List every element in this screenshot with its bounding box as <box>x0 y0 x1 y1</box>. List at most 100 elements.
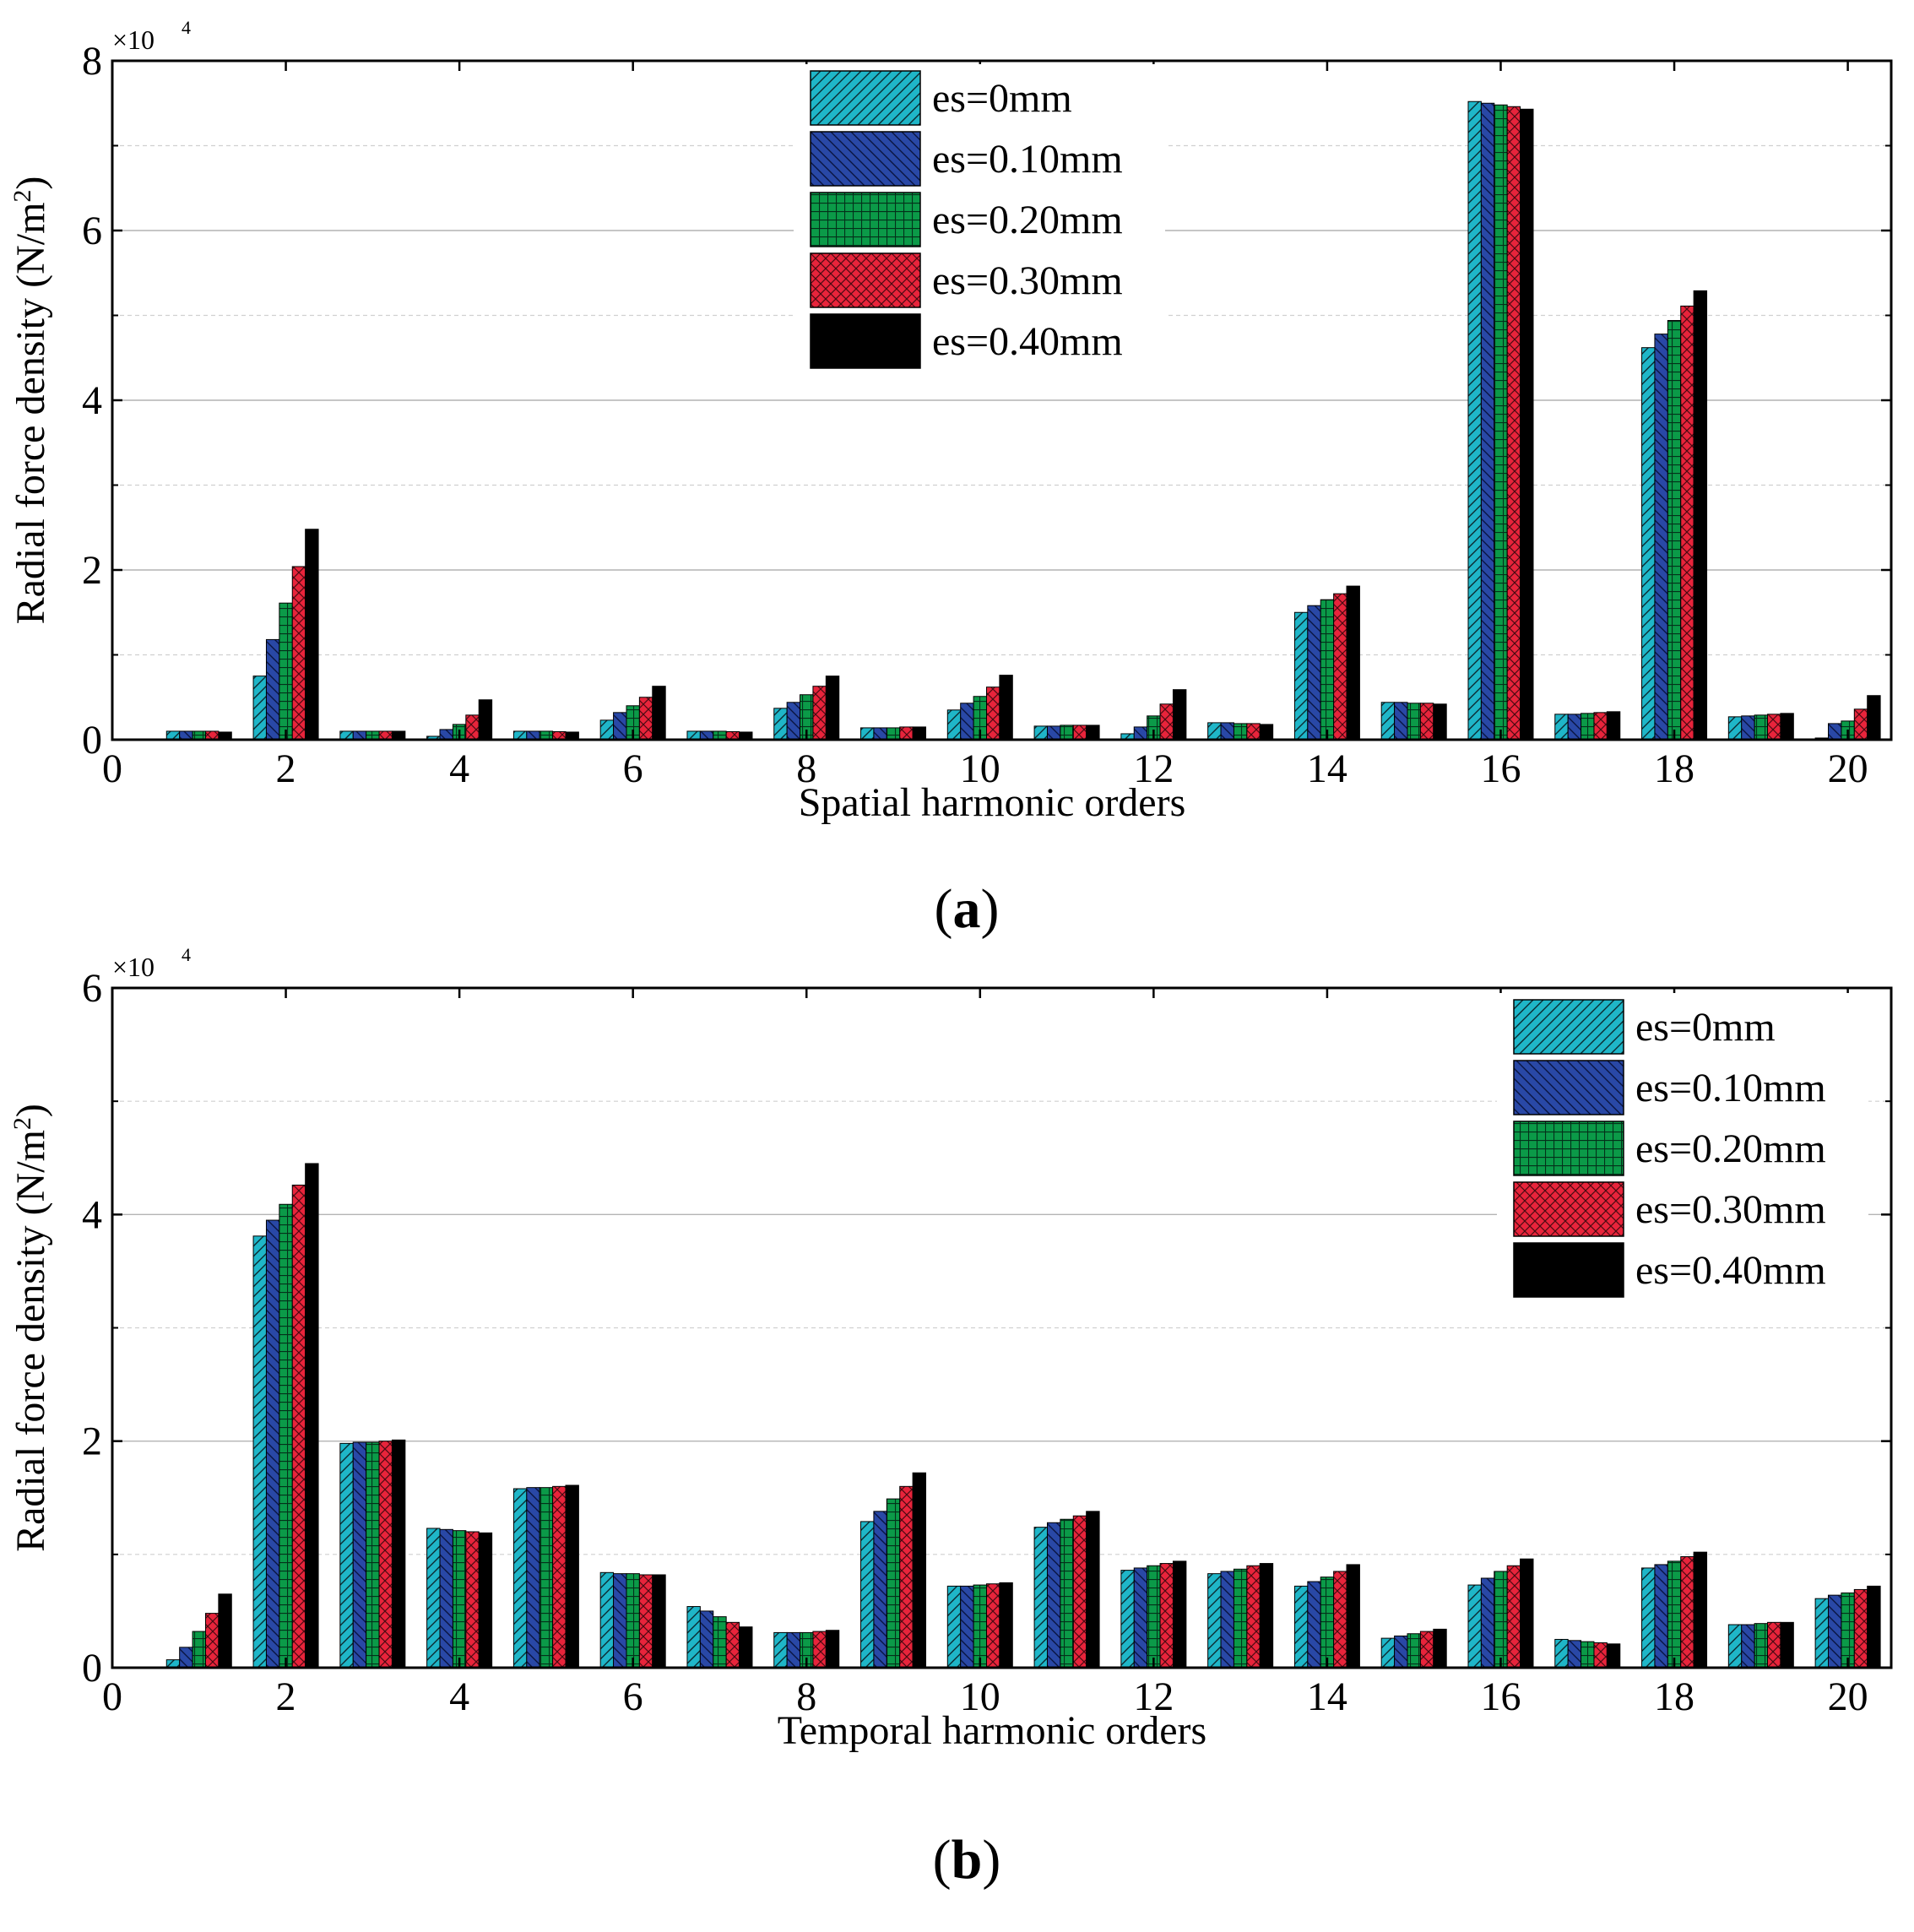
legend-label: es=0.30mm <box>932 258 1123 303</box>
bar-14-es=0.30mm <box>1333 593 1347 741</box>
bar-19-es=0.20mm <box>1754 1623 1769 1669</box>
bar-1-es=0.30mm <box>204 1613 220 1669</box>
bar-10-es=0.30mm <box>986 1583 1000 1669</box>
bar-3-es=0.20mm <box>366 1441 380 1669</box>
x-tick-label: 8 <box>796 1674 816 1719</box>
bar-14-es=0.40mm <box>1346 585 1360 741</box>
y-multiplier-exponent: 4 <box>182 944 191 965</box>
bar-3-es=0mm <box>339 730 354 741</box>
bar-15-es=0.20mm <box>1407 703 1421 741</box>
bar-1-es=0.20mm <box>192 1631 206 1669</box>
panel-label-close: ) <box>981 878 1000 940</box>
bar-15-es=0mm <box>1380 702 1396 741</box>
bar-10-es=0.30mm <box>986 687 1000 741</box>
x-tick-label: 18 <box>1654 746 1694 791</box>
axis-ticks: 0 2 4 6 8 10 12 14 16 18 20 0 2 4 6 8 <box>82 39 1891 791</box>
bar-13-es=0.10mm <box>1220 1571 1234 1669</box>
bar-15-es=0.30mm <box>1419 1631 1434 1669</box>
bar-7-es=0.20mm <box>713 1616 727 1669</box>
x-tick-label: 10 <box>960 1674 1000 1719</box>
bar-17-es=0.30mm <box>1593 1642 1608 1669</box>
bar-20-es=0.20mm <box>1841 1592 1855 1669</box>
x-axis-title: Temporal harmonic orders <box>778 1708 1206 1753</box>
bar-19-es=0.10mm <box>1741 1624 1755 1669</box>
bar-4-es=0.10mm <box>439 1528 453 1669</box>
bar-18-es=0mm <box>1641 347 1656 741</box>
bar-6-es=0.10mm <box>613 1573 627 1669</box>
bar-13-es=0.20mm <box>1233 1568 1248 1669</box>
bar-16-es=0.20mm <box>1494 1571 1508 1669</box>
bar-12-es=0.30mm <box>1159 703 1174 741</box>
bar-18-es=0mm <box>1641 1567 1656 1669</box>
bar-6-es=0.30mm <box>638 697 653 741</box>
bar-4-es=0.40mm <box>478 699 493 741</box>
bar-8-es=0.10mm <box>786 702 801 741</box>
bar-14-es=0.20mm <box>1320 1577 1335 1669</box>
bar-12-es=0.40mm <box>1172 1560 1187 1669</box>
legend-label: es=0.10mm <box>1635 1066 1826 1110</box>
legend-label: es=0mm <box>1635 1005 1776 1050</box>
bar-17-es=0mm <box>1554 714 1569 741</box>
bar-16-es=0mm <box>1467 100 1482 741</box>
chart-panel-a: 0 2 4 6 8 10 12 14 16 18 20 0 2 4 6 8 ×10 4 Radial forc… <box>8 17 1893 940</box>
panel-label-open: ( <box>935 878 953 940</box>
bar-13-es=0.30mm <box>1246 723 1261 741</box>
legend-swatch <box>1513 999 1624 1055</box>
bar-6-es=0mm <box>599 1571 615 1669</box>
bar-6-es=0mm <box>599 719 615 741</box>
x-tick-label: 2 <box>276 1674 296 1719</box>
legend-swatch <box>1513 1060 1624 1115</box>
bar-11-es=0.30mm <box>1072 724 1087 741</box>
bar-5-es=0.10mm <box>526 730 540 741</box>
bar-12-es=0.30mm <box>1159 1563 1174 1669</box>
x-tick-label: 14 <box>1307 1674 1347 1719</box>
bar-10-es=0mm <box>946 709 962 741</box>
bar-14-es=0.10mm <box>1307 605 1321 741</box>
bar-11-es=0mm <box>1033 1527 1048 1669</box>
legend: es=0mm es=0.10mm es=0.20mm es=0.30mm es=0.40… <box>794 64 1165 375</box>
bar-3-es=0.30mm <box>378 1441 393 1669</box>
bar-3-es=0mm <box>339 1442 354 1669</box>
bar-14-es=0.30mm <box>1333 1571 1347 1669</box>
bar-19-es=0.30mm <box>1767 1621 1781 1669</box>
bar-8-es=0.30mm <box>812 686 827 741</box>
legend-label: es=0mm <box>932 76 1072 121</box>
bar-4-es=0.20mm <box>452 1530 467 1669</box>
x-tick-label: 12 <box>1133 1674 1174 1719</box>
bar-1-es=0.20mm <box>192 730 206 741</box>
bar-16-es=0mm <box>1467 1584 1482 1669</box>
legend-swatch <box>1513 1181 1624 1237</box>
bar-9-es=0.30mm <box>899 726 914 741</box>
bar-6-es=0.20mm <box>626 1573 640 1669</box>
bar-9-es=0.10mm <box>873 727 887 741</box>
panel-label-a: (a) <box>935 878 1000 940</box>
bar-9-es=0mm <box>860 1521 875 1669</box>
bar-19-es=0mm <box>1727 1624 1743 1669</box>
x-tick-label: 16 <box>1480 1674 1521 1719</box>
y-tick-label: 8 <box>82 39 102 84</box>
bar-17-es=0mm <box>1554 1638 1569 1669</box>
bar-8-es=0.40mm <box>825 676 840 741</box>
bar-11-es=0.20mm <box>1060 1518 1074 1669</box>
bar-11-es=0.30mm <box>1072 1515 1087 1669</box>
bar-6-es=0.40mm <box>652 686 666 741</box>
bar-6-es=0.40mm <box>652 1574 666 1669</box>
bar-4-es=0.40mm <box>478 1532 493 1669</box>
bar-15-es=0.40mm <box>1433 703 1447 741</box>
bar-10-es=0.40mm <box>999 675 1013 741</box>
bar-12-es=0.40mm <box>1172 689 1187 741</box>
bar-18-es=0.20mm <box>1667 1560 1682 1669</box>
bar-7-es=0mm <box>686 730 701 741</box>
bar-1-es=0mm <box>165 730 181 741</box>
legend-swatch <box>810 70 921 126</box>
bar-18-es=0.30mm <box>1680 305 1694 741</box>
bar-16-es=0.10mm <box>1480 1577 1495 1669</box>
legend-swatch <box>810 131 921 187</box>
bar-11-es=0.40mm <box>1086 724 1100 741</box>
legend: es=0mm es=0.10mm es=0.20mm es=0.30mm es=0.40… <box>1497 993 1868 1304</box>
bar-17-es=0.40mm <box>1606 1643 1621 1669</box>
y-axis-title: Radial force density (N/m2) <box>8 1104 54 1552</box>
bar-3-es=0.10mm <box>352 730 367 741</box>
legend-swatch <box>810 192 921 247</box>
bar-1-es=0.10mm <box>179 730 193 741</box>
